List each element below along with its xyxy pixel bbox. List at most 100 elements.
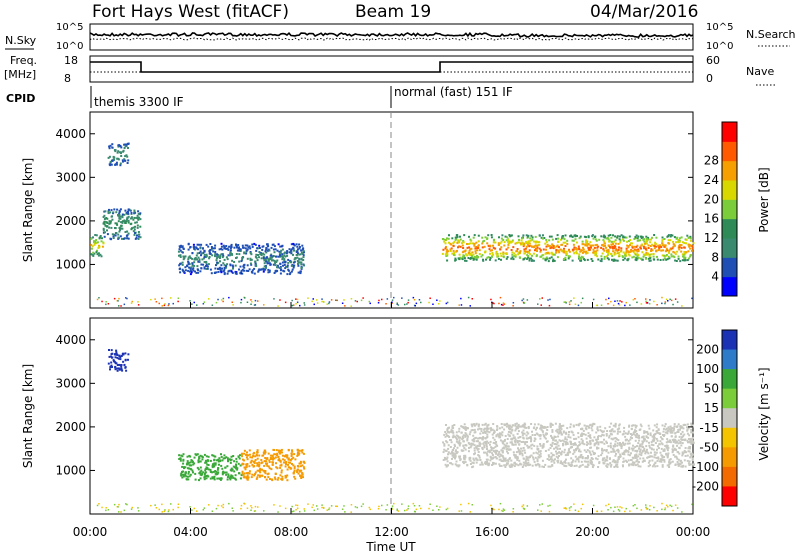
velocity-cell — [522, 457, 525, 460]
power-cell — [286, 254, 289, 257]
velocity-cell — [287, 457, 290, 460]
velocity-cell — [185, 463, 188, 466]
power-cell — [161, 305, 163, 307]
power-cell — [111, 159, 114, 162]
power-cell — [98, 245, 101, 248]
power-cell — [235, 257, 237, 259]
power-cell — [226, 272, 229, 275]
velocity-cell — [283, 461, 285, 464]
power-cell — [109, 160, 112, 163]
power-cell — [208, 257, 211, 260]
power-cell — [451, 252, 454, 255]
velocity-cell — [472, 423, 475, 426]
power-cell — [550, 256, 553, 259]
velocity-cell — [269, 478, 271, 480]
power-cell — [632, 299, 635, 301]
velocity-cell — [628, 442, 631, 445]
power-cell — [264, 268, 267, 271]
power-cell — [457, 246, 459, 249]
velocity-cell — [517, 430, 520, 433]
power-cell — [117, 233, 120, 236]
velocity-cell — [674, 432, 677, 435]
power-cell — [197, 256, 200, 259]
velocity-cell — [468, 443, 471, 446]
power-cell — [505, 253, 508, 255]
velocity-cell — [665, 452, 668, 455]
power-cell — [648, 303, 651, 305]
velocity-cell — [470, 429, 473, 432]
power-cell — [282, 256, 284, 259]
power-cell — [656, 258, 659, 261]
velocity-cell — [587, 432, 590, 435]
power-cell — [552, 260, 554, 263]
power-cell — [635, 234, 638, 237]
velocity-cell — [583, 449, 586, 452]
velocity-cell — [511, 428, 514, 431]
velocity-cell — [560, 428, 563, 431]
power-cell — [503, 241, 506, 244]
power-cell — [102, 227, 105, 230]
velocity-cell — [512, 451, 515, 454]
power-cell — [572, 243, 575, 246]
velocity-cell — [567, 433, 570, 436]
power-cell — [266, 243, 269, 246]
velocity-cell — [473, 431, 476, 434]
power-cell — [458, 245, 461, 248]
power-cell — [106, 222, 109, 224]
power-cell — [123, 213, 126, 216]
velocity-cell — [121, 369, 124, 372]
power-cell — [469, 252, 472, 255]
velocity-cell — [565, 438, 568, 441]
velocity-cell — [225, 456, 228, 459]
velocity-cell — [547, 505, 549, 507]
power-cell — [505, 239, 508, 242]
velocity-cell — [619, 443, 622, 446]
velocity-cell — [510, 465, 513, 468]
velocity-cell — [481, 446, 484, 449]
power-cell — [545, 240, 548, 243]
velocity-cell — [681, 461, 683, 464]
power-cell — [295, 254, 298, 256]
power-cell — [586, 251, 589, 254]
power-cell — [473, 256, 476, 258]
power-cell — [627, 251, 630, 254]
power-cell — [607, 258, 610, 261]
velocity-cell — [224, 471, 226, 474]
velocity-cell — [669, 430, 672, 433]
velocity-cell — [200, 469, 203, 472]
velocity-cell — [301, 449, 304, 452]
colorbar-swatch — [722, 160, 737, 181]
velocity-cell — [473, 440, 476, 443]
power-cell — [118, 151, 121, 154]
power-cell — [301, 244, 304, 247]
power-cell — [672, 245, 675, 248]
power-cell — [458, 240, 461, 243]
velocity-cell — [669, 458, 672, 461]
velocity-cell — [471, 504, 473, 506]
velocity-cell — [124, 352, 127, 355]
velocity-cell — [362, 503, 364, 505]
power-cell — [665, 298, 668, 301]
velocity-ylabel: Slant Range [km] — [21, 364, 35, 468]
velocity-cell — [478, 456, 481, 459]
velocity-cell — [491, 454, 494, 456]
velocity-cell — [250, 476, 253, 479]
power-cell — [254, 304, 257, 306]
velocity-cell — [529, 463, 532, 466]
velocity-cell — [676, 461, 679, 463]
velocity-cell — [459, 459, 462, 462]
velocity-cell — [442, 441, 445, 444]
velocity-cell — [592, 504, 595, 507]
power-cell — [118, 226, 121, 229]
power-cell — [641, 258, 644, 261]
velocity-cell — [646, 456, 649, 459]
velocity-cell — [495, 452, 498, 455]
power-cell — [326, 303, 328, 305]
velocity-cell — [462, 462, 465, 465]
velocity-cell — [573, 449, 576, 452]
x-tick-label: 16:00 — [475, 525, 510, 539]
power-cell — [407, 301, 409, 304]
velocity-cell — [522, 436, 525, 439]
velocity-cell — [183, 474, 186, 477]
velocity-cell — [595, 431, 598, 434]
